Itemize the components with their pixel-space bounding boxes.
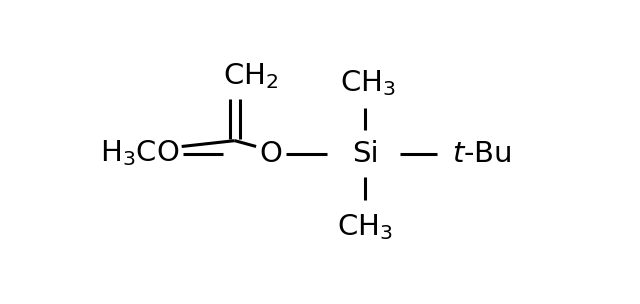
Text: O: O bbox=[260, 140, 282, 168]
Text: $\it{t}$-Bu: $\it{t}$-Bu bbox=[452, 140, 511, 168]
Text: CH$_3$: CH$_3$ bbox=[340, 68, 396, 98]
Text: Si: Si bbox=[352, 140, 378, 168]
Text: H$_3$CO: H$_3$CO bbox=[100, 139, 179, 168]
Text: CH$_2$: CH$_2$ bbox=[223, 61, 279, 91]
Text: CH$_3$: CH$_3$ bbox=[337, 212, 393, 242]
